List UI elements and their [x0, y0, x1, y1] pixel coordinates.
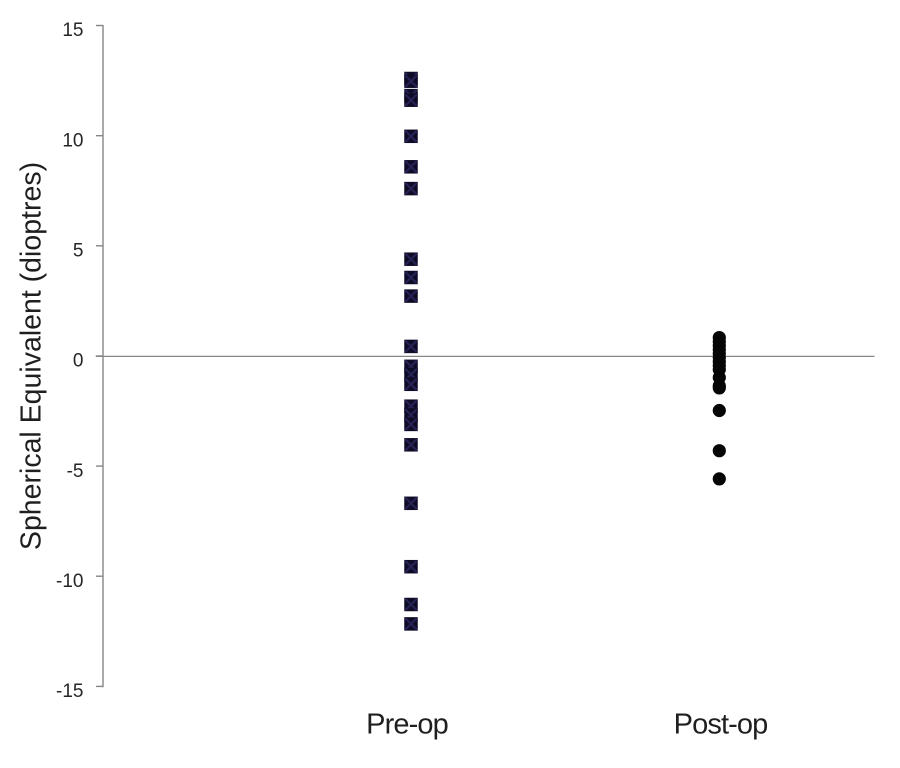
svg-text:0: 0: [73, 351, 84, 372]
svg-text:10: 10: [62, 130, 83, 151]
svg-text:Spherical Equivalent (dioptres: Spherical Equivalent (dioptres): [16, 162, 48, 550]
svg-text:-10: -10: [56, 571, 83, 592]
svg-text:-5: -5: [67, 461, 84, 482]
svg-text:Post-op: Post-op: [674, 709, 768, 741]
svg-text:-15: -15: [56, 681, 83, 702]
svg-text:15: 15: [62, 20, 83, 41]
svg-text:Pre-op: Pre-op: [366, 709, 448, 741]
svg-text:5: 5: [73, 241, 84, 262]
